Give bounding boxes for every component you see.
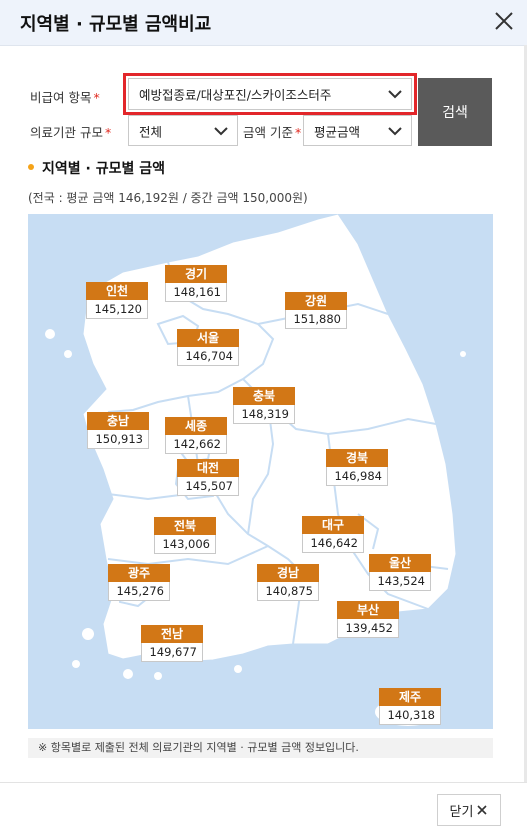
region-value: 151,880 [285, 310, 347, 329]
region-value: 145,507 [177, 477, 239, 496]
region-name: 전남 [141, 625, 203, 643]
region-chungbuk[interactable]: 충북 148,319 [233, 387, 295, 424]
region-seoul[interactable]: 서울 146,704 [177, 329, 239, 366]
info-note: ※ 항목별로 제출된 전체 의료기관의 지역별 · 규모별 금액 정보입니다. [28, 738, 493, 758]
close-icon [477, 805, 488, 815]
section-title-wrap: 지역별 · 규모별 금액 [28, 158, 165, 178]
region-gyeongnam[interactable]: 경남 140,875 [257, 564, 319, 601]
region-value: 145,120 [86, 300, 148, 319]
region-name: 울산 [369, 554, 431, 572]
required-mark: * [294, 125, 302, 140]
region-name: 경남 [257, 564, 319, 582]
region-sejong[interactable]: 세종 142,662 [165, 417, 227, 454]
region-jeonnam[interactable]: 전남 149,677 [141, 625, 203, 662]
close-button[interactable]: 닫기 [437, 794, 501, 826]
chevron-down-icon [214, 126, 228, 135]
required-mark: * [104, 125, 112, 140]
region-name: 부산 [337, 601, 399, 619]
region-name: 전북 [154, 517, 216, 535]
institution-select-value: 전체 [139, 124, 163, 139]
region-value: 149,677 [141, 643, 203, 662]
chevron-down-icon [388, 126, 402, 135]
region-name: 제주 [379, 688, 441, 706]
region-name: 서울 [177, 329, 239, 347]
region-jeju[interactable]: 제주 140,318 [379, 688, 441, 725]
search-button[interactable]: 검색 [418, 78, 492, 146]
amount-select-value: 평균금액 [314, 124, 361, 139]
scrollbar[interactable] [524, 45, 527, 782]
dialog-title: 지역별 · 규모별 금액비교 [20, 14, 212, 35]
item-label-wrap: 비급여 항목 * [30, 87, 100, 106]
item-select-value: 예방접종료/대상포진/스카이조스터주 [139, 87, 332, 103]
region-name: 경기 [165, 265, 227, 283]
amount-label-wrap: 금액 기준 * [243, 122, 301, 141]
region-value: 146,642 [302, 534, 364, 553]
bullet-icon [28, 164, 34, 170]
region-value: 148,319 [233, 405, 295, 424]
dialog-header: 지역별 · 규모별 금액비교 [0, 0, 527, 46]
section-title: 지역별 · 규모별 금액 [42, 161, 165, 177]
region-daejeon[interactable]: 대전 145,507 [177, 459, 239, 496]
required-mark: * [93, 90, 100, 105]
region-name: 충남 [87, 412, 149, 430]
region-value: 143,524 [369, 572, 431, 591]
item-select[interactable]: 예방접종료/대상포진/스카이조스터주 [123, 73, 417, 115]
institution-label-wrap: 의료기관 규모 * [30, 122, 111, 141]
region-value: 139,452 [337, 619, 399, 638]
region-gangwon[interactable]: 강원 151,880 [285, 292, 347, 329]
region-daegu[interactable]: 대구 146,642 [302, 516, 364, 553]
close-button-label: 닫기 [449, 804, 474, 820]
region-name: 인천 [86, 282, 148, 300]
institution-label: 의료기관 규모 [30, 125, 103, 140]
region-value: 148,161 [165, 283, 227, 302]
region-name: 대구 [302, 516, 364, 534]
region-ulsan[interactable]: 울산 143,524 [369, 554, 431, 591]
region-jeonbuk[interactable]: 전북 143,006 [154, 517, 216, 554]
region-value: 140,318 [379, 706, 441, 725]
region-value: 140,875 [257, 582, 319, 601]
region-gyeongbuk[interactable]: 경북 146,984 [326, 449, 388, 486]
close-icon[interactable] [489, 6, 519, 36]
region-value: 145,276 [108, 582, 170, 601]
region-name: 광주 [108, 564, 170, 582]
amount-select[interactable]: 평균금액 [303, 115, 412, 146]
region-gwangju[interactable]: 광주 145,276 [108, 564, 170, 601]
region-value: 146,704 [177, 347, 239, 366]
region-incheon[interactable]: 인천 145,120 [86, 282, 148, 319]
region-name: 세종 [165, 417, 227, 435]
region-value: 142,662 [165, 435, 227, 454]
region-value: 150,913 [87, 430, 149, 449]
region-busan[interactable]: 부산 139,452 [337, 601, 399, 638]
region-map: 인천 145,120 경기 148,161 강원 151,880 서울 146,… [28, 214, 493, 729]
region-name: 강원 [285, 292, 347, 310]
footer-divider [0, 782, 527, 783]
region-name: 충북 [233, 387, 295, 405]
region-name: 경북 [326, 449, 388, 467]
region-value: 146,984 [326, 467, 388, 486]
region-gyeonggi[interactable]: 경기 148,161 [165, 265, 227, 302]
region-value: 143,006 [154, 535, 216, 554]
amount-label: 금액 기준 [243, 125, 293, 140]
region-chungnam[interactable]: 충남 150,913 [87, 412, 149, 449]
chevron-down-icon [388, 90, 402, 99]
region-name: 대전 [177, 459, 239, 477]
item-label: 비급여 항목 [30, 90, 92, 105]
institution-select[interactable]: 전체 [128, 115, 238, 146]
national-summary: (전국 : 평균 금액 146,192원 / 중간 금액 150,000원) [28, 191, 308, 205]
